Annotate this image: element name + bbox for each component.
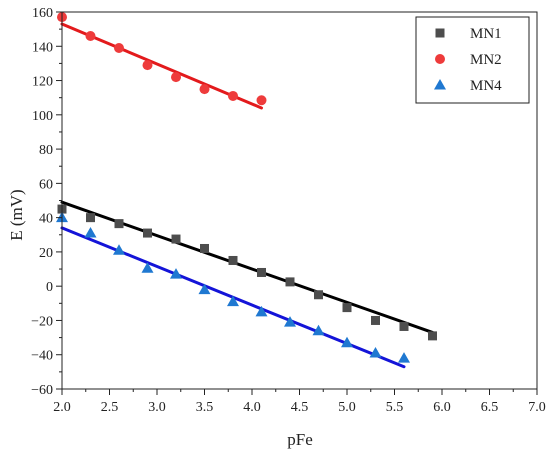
data-point-mn1 — [86, 213, 95, 223]
legend-marker-mn1 — [435, 28, 445, 38]
legend-label-mn1: MN1 — [470, 26, 502, 42]
data-point-mn4 — [312, 324, 325, 336]
data-point-mn1 — [285, 277, 295, 287]
data-point-mn4 — [141, 262, 154, 273]
data-point-mn1 — [228, 255, 238, 265]
data-point-mn4 — [227, 295, 239, 307]
y-tick-label: 140 — [32, 40, 53, 55]
data-point-mn1 — [171, 234, 181, 244]
x-tick-label: 4.0 — [243, 400, 261, 415]
data-point-mn1 — [399, 321, 409, 331]
data-point-mn4 — [341, 336, 353, 348]
y-tick-label: 0 — [46, 280, 53, 295]
data-point-mn4 — [255, 305, 268, 317]
y-axis-title: E (mV) — [7, 189, 26, 240]
y-tick-label: 80 — [39, 143, 53, 158]
y-tick-label: 160 — [32, 6, 53, 21]
data-point-mn2 — [199, 84, 210, 95]
x-tick-label: 5.5 — [386, 400, 404, 415]
y-tick-label: −20 — [31, 314, 53, 329]
axes: 2.0 2.5 3.0 3.5 4.0 4.5 5.0 5.5 6.0 6.5 7.0 −60 −40 −… — [31, 6, 546, 415]
data-point-mn1 — [428, 331, 437, 341]
fit-line-mn2 — [60, 22, 263, 110]
legend-label-mn2: MN2 — [470, 52, 502, 68]
data-point-mn2 — [171, 72, 181, 83]
data-point-mn4 — [113, 244, 125, 255]
data-point-mn1 — [371, 315, 380, 325]
data-point-mn1 — [257, 267, 266, 277]
y-tick-label: −40 — [31, 349, 53, 364]
data-point-mn2 — [256, 95, 267, 106]
fit-line-mn1 — [60, 200, 434, 334]
data-point-mn4 — [170, 268, 182, 279]
y-tick-label: 120 — [32, 75, 53, 90]
data-point-mn1 — [200, 243, 209, 253]
y-tick-label: 40 — [39, 212, 53, 227]
y-tick-label: 100 — [32, 109, 53, 124]
data-point-mn4 — [284, 316, 296, 327]
x-tick-label: 2.0 — [53, 400, 71, 415]
x-tick-label: 5.0 — [338, 400, 356, 415]
y-tick-label: 60 — [39, 177, 53, 192]
data-point-mn4 — [84, 227, 97, 238]
data-point-mn2 — [85, 30, 96, 41]
x-tick-label: 7.0 — [528, 400, 546, 415]
legend: MN1 MN2 MN4 — [415, 16, 530, 104]
legend-marker-mn2 — [435, 54, 445, 64]
data-point-mn2 — [228, 90, 238, 101]
data-point-mn4 — [398, 352, 410, 363]
plot-area — [56, 12, 437, 369]
legend-marker-mn4 — [434, 79, 446, 90]
data-point-mn1 — [342, 303, 352, 313]
data-point-mn2 — [142, 60, 153, 71]
data-point-mn1 — [114, 219, 124, 229]
x-tick-label: 6.0 — [433, 400, 451, 415]
y-tick-label: −60 — [31, 383, 53, 398]
legend-label-mn4: MN4 — [470, 78, 502, 94]
x-tick-label: 3.0 — [148, 400, 166, 415]
data-point-mn2 — [114, 42, 124, 53]
data-point-mn4 — [198, 283, 211, 295]
x-tick-label: 3.5 — [196, 400, 214, 415]
x-tick-label: 2.5 — [101, 400, 119, 415]
data-point-mn1 — [314, 290, 323, 300]
x-axis-title: pFe — [287, 430, 313, 449]
y-tick-label: 20 — [39, 246, 53, 261]
x-tick-label: 6.5 — [481, 400, 499, 415]
data-point-mn4 — [369, 347, 382, 358]
data-point-mn1 — [143, 228, 152, 238]
x-tick-label: 4.5 — [291, 400, 309, 415]
